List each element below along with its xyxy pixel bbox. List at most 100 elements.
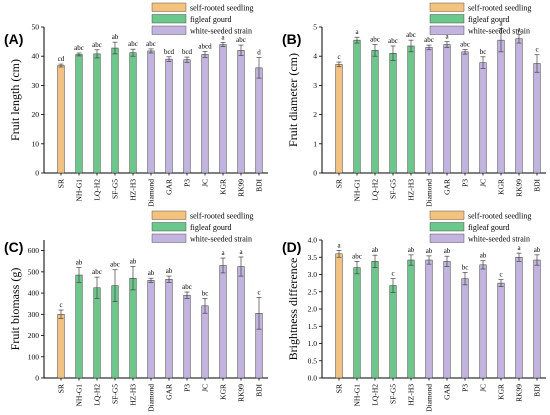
- y-tick-label: 300: [28, 310, 40, 319]
- significance-label: c: [257, 288, 260, 296]
- y-tick-label: 100: [28, 352, 40, 361]
- panel-1: (B)Fruit diameter (cm)012345cSRaNH-G1abc…: [282, 2, 546, 207]
- bar: [165, 279, 173, 379]
- legend-label: white-seeded strain: [468, 27, 530, 36]
- significance-label: ab: [480, 252, 487, 260]
- legend-label: self-rooted seedling: [190, 212, 253, 221]
- y-tick-label: 3.5: [308, 253, 318, 262]
- y-tick-label: 1.0: [308, 339, 318, 348]
- y-tick-label: 10: [32, 139, 40, 148]
- significance-label: ab: [444, 247, 451, 255]
- y-tick-label: 200: [28, 331, 40, 340]
- y-tick-label: 400: [28, 289, 40, 298]
- bar: [237, 266, 245, 379]
- significance-label: abc: [460, 40, 470, 48]
- bar: [183, 59, 191, 174]
- category-label: SF-G5: [111, 179, 120, 199]
- category-label: NH-G1: [353, 384, 362, 407]
- legend-label: self-rooted seedling: [468, 212, 531, 221]
- bar: [443, 261, 451, 379]
- legend-swatch: [429, 14, 465, 24]
- legend-label: white-seeded strain: [468, 235, 530, 244]
- bar: [335, 64, 343, 174]
- bar: [93, 53, 101, 174]
- y-tick-label: 0.5: [308, 356, 318, 365]
- significance-label: a: [239, 248, 243, 256]
- category-label: SR: [335, 179, 344, 188]
- legend-label: figleaf gourd: [468, 15, 510, 24]
- y-tick-label: 3.0: [308, 270, 318, 279]
- significance-label: abc: [128, 40, 138, 48]
- legend-swatch: [151, 233, 187, 243]
- bar: [255, 67, 263, 174]
- category-label: BDI: [255, 179, 264, 192]
- bar: [353, 39, 361, 174]
- significance-label: abc: [370, 36, 380, 44]
- bar: [425, 47, 433, 174]
- legend-swatch: [429, 25, 465, 35]
- y-tick-label: 0: [313, 169, 317, 178]
- category-label: LQ-H2: [93, 384, 102, 406]
- bar: [389, 285, 397, 379]
- bar: [129, 277, 137, 379]
- significance-label: a: [355, 28, 359, 36]
- category-label: P3: [461, 384, 470, 392]
- y-tick-label: 30: [32, 81, 40, 90]
- significance-label: ab: [76, 259, 83, 267]
- bar: [335, 253, 343, 379]
- y-tick-label: 2.5: [308, 287, 318, 296]
- y-tick-label: 600: [28, 246, 40, 255]
- category-label: SR: [335, 384, 344, 393]
- bar: [57, 65, 65, 174]
- category-label: Diamond: [147, 384, 156, 412]
- y-tick-label: 3: [313, 81, 317, 90]
- y-tick-label: 50: [32, 23, 40, 32]
- category-label: KGR: [219, 384, 228, 400]
- significance-label: abc: [182, 283, 192, 291]
- y-axis-label: Fruit diameter (cm): [286, 53, 300, 147]
- y-tick-label: 5: [313, 23, 317, 32]
- bar: [371, 261, 379, 379]
- category-label: RK99: [515, 179, 524, 197]
- bar: [353, 267, 361, 379]
- category-label: SR: [57, 384, 66, 393]
- significance-label: abc: [236, 36, 246, 44]
- category-label: JC: [479, 179, 488, 187]
- legend-swatch: [429, 210, 465, 220]
- bar: [201, 54, 209, 174]
- bar: [497, 39, 505, 174]
- y-axis-label: Fruit length (cm): [8, 59, 22, 141]
- legend-label: self-rooted seedling: [190, 4, 253, 13]
- bar: [515, 257, 523, 379]
- bar: [111, 47, 119, 174]
- category-label: RK99: [237, 179, 246, 197]
- significance-label: ab: [534, 246, 541, 254]
- bar: [461, 51, 469, 174]
- panel-label: (B): [282, 31, 301, 47]
- category-label: HZ-H3: [129, 179, 138, 201]
- significance-label: c: [391, 270, 394, 278]
- category-label: P3: [183, 384, 192, 392]
- category-label: NH-G1: [75, 179, 84, 202]
- y-tick-label: 2.0: [308, 305, 318, 314]
- panel-0: (A) Fruit length (cm) 0 10 20 30 40 50 cd SR abc NH…: [4, 2, 268, 207]
- category-label: BDI: [533, 179, 542, 192]
- y-tick-label: 1.5: [308, 322, 318, 331]
- category-label: Diamond: [425, 179, 434, 207]
- legend-label: figleaf gourd: [468, 223, 510, 232]
- significance-label: ab: [112, 33, 119, 41]
- bar: [515, 38, 523, 174]
- bar: [407, 259, 415, 379]
- bar: [93, 287, 101, 379]
- category-label: P3: [183, 179, 192, 187]
- category-label: HZ-H3: [407, 179, 416, 201]
- category-label: LQ-H2: [371, 179, 380, 201]
- significance-label: a: [517, 244, 521, 252]
- significance-label: ab: [408, 246, 415, 254]
- significance-label: abc: [92, 41, 102, 49]
- bar: [371, 50, 379, 174]
- category-label: JC: [201, 384, 210, 392]
- panel-label: (C): [4, 239, 23, 255]
- significance-label: bc: [462, 263, 469, 271]
